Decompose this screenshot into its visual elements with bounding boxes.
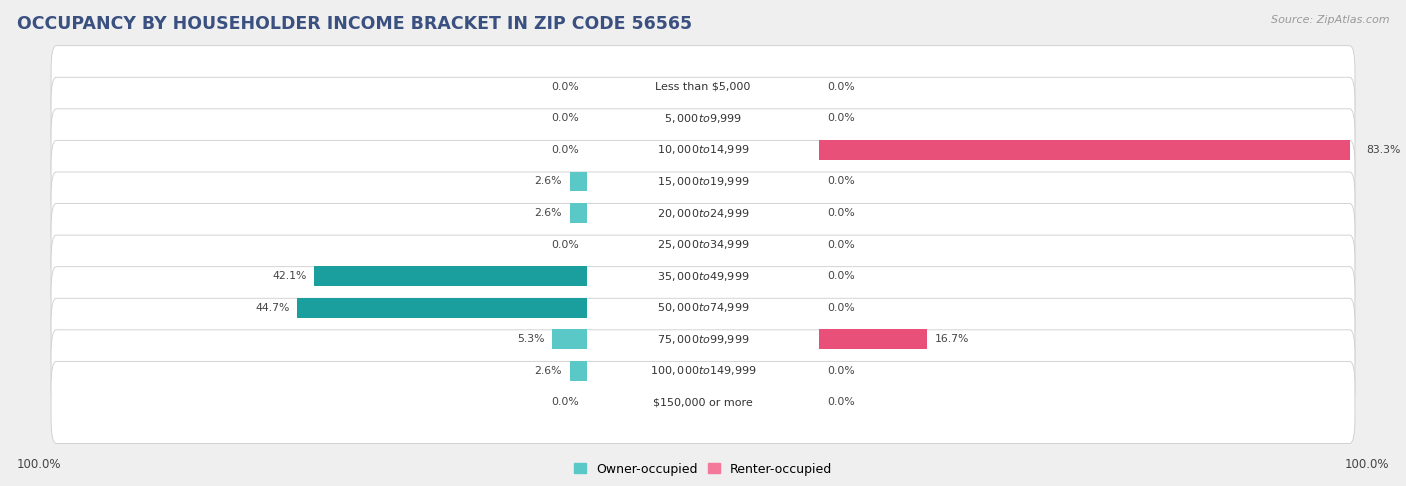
- Text: 2.6%: 2.6%: [534, 176, 562, 187]
- Bar: [315, 266, 586, 286]
- FancyBboxPatch shape: [51, 267, 1355, 349]
- Bar: [569, 172, 586, 191]
- Text: $25,000 to $34,999: $25,000 to $34,999: [657, 238, 749, 251]
- Text: $35,000 to $49,999: $35,000 to $49,999: [657, 270, 749, 283]
- Text: 0.0%: 0.0%: [827, 366, 855, 376]
- Text: 0.0%: 0.0%: [827, 82, 855, 92]
- Text: 0.0%: 0.0%: [827, 271, 855, 281]
- FancyBboxPatch shape: [51, 204, 1355, 286]
- Text: 0.0%: 0.0%: [827, 303, 855, 312]
- FancyBboxPatch shape: [51, 330, 1355, 412]
- Text: 100.0%: 100.0%: [1344, 458, 1389, 471]
- Text: 0.0%: 0.0%: [551, 113, 579, 123]
- Bar: [569, 361, 586, 381]
- FancyBboxPatch shape: [51, 140, 1355, 223]
- Text: 42.1%: 42.1%: [273, 271, 307, 281]
- Text: Source: ZipAtlas.com: Source: ZipAtlas.com: [1271, 15, 1389, 25]
- Text: $50,000 to $74,999: $50,000 to $74,999: [657, 301, 749, 314]
- Bar: [820, 140, 1358, 160]
- FancyBboxPatch shape: [51, 362, 1355, 443]
- FancyBboxPatch shape: [51, 172, 1355, 254]
- Text: $75,000 to $99,999: $75,000 to $99,999: [657, 333, 749, 346]
- Text: 16.7%: 16.7%: [935, 334, 970, 344]
- Text: $5,000 to $9,999: $5,000 to $9,999: [664, 112, 742, 125]
- Text: $20,000 to $24,999: $20,000 to $24,999: [657, 207, 749, 220]
- Text: OCCUPANCY BY HOUSEHOLDER INCOME BRACKET IN ZIP CODE 56565: OCCUPANCY BY HOUSEHOLDER INCOME BRACKET …: [17, 15, 692, 33]
- Text: 0.0%: 0.0%: [827, 240, 855, 250]
- FancyBboxPatch shape: [51, 235, 1355, 317]
- FancyBboxPatch shape: [51, 298, 1355, 381]
- Text: 0.0%: 0.0%: [827, 113, 855, 123]
- Text: $100,000 to $149,999: $100,000 to $149,999: [650, 364, 756, 377]
- FancyBboxPatch shape: [51, 77, 1355, 159]
- Bar: [569, 203, 586, 223]
- Text: $150,000 or more: $150,000 or more: [654, 398, 752, 407]
- Legend: Owner-occupied, Renter-occupied: Owner-occupied, Renter-occupied: [568, 457, 838, 481]
- Text: $10,000 to $14,999: $10,000 to $14,999: [657, 143, 749, 156]
- Bar: [298, 298, 586, 317]
- Text: 0.0%: 0.0%: [827, 208, 855, 218]
- Text: 5.3%: 5.3%: [517, 334, 544, 344]
- Text: 0.0%: 0.0%: [551, 82, 579, 92]
- Text: 44.7%: 44.7%: [256, 303, 290, 312]
- Bar: [820, 330, 928, 349]
- Text: 0.0%: 0.0%: [827, 176, 855, 187]
- Bar: [553, 330, 586, 349]
- Text: 0.0%: 0.0%: [827, 398, 855, 407]
- Text: 100.0%: 100.0%: [17, 458, 62, 471]
- FancyBboxPatch shape: [51, 46, 1355, 128]
- Text: $15,000 to $19,999: $15,000 to $19,999: [657, 175, 749, 188]
- Text: 0.0%: 0.0%: [551, 145, 579, 155]
- Text: 83.3%: 83.3%: [1367, 145, 1400, 155]
- Text: 2.6%: 2.6%: [534, 366, 562, 376]
- Text: 2.6%: 2.6%: [534, 208, 562, 218]
- Text: 0.0%: 0.0%: [551, 398, 579, 407]
- FancyBboxPatch shape: [51, 109, 1355, 191]
- Text: 0.0%: 0.0%: [551, 240, 579, 250]
- Text: Less than $5,000: Less than $5,000: [655, 82, 751, 92]
